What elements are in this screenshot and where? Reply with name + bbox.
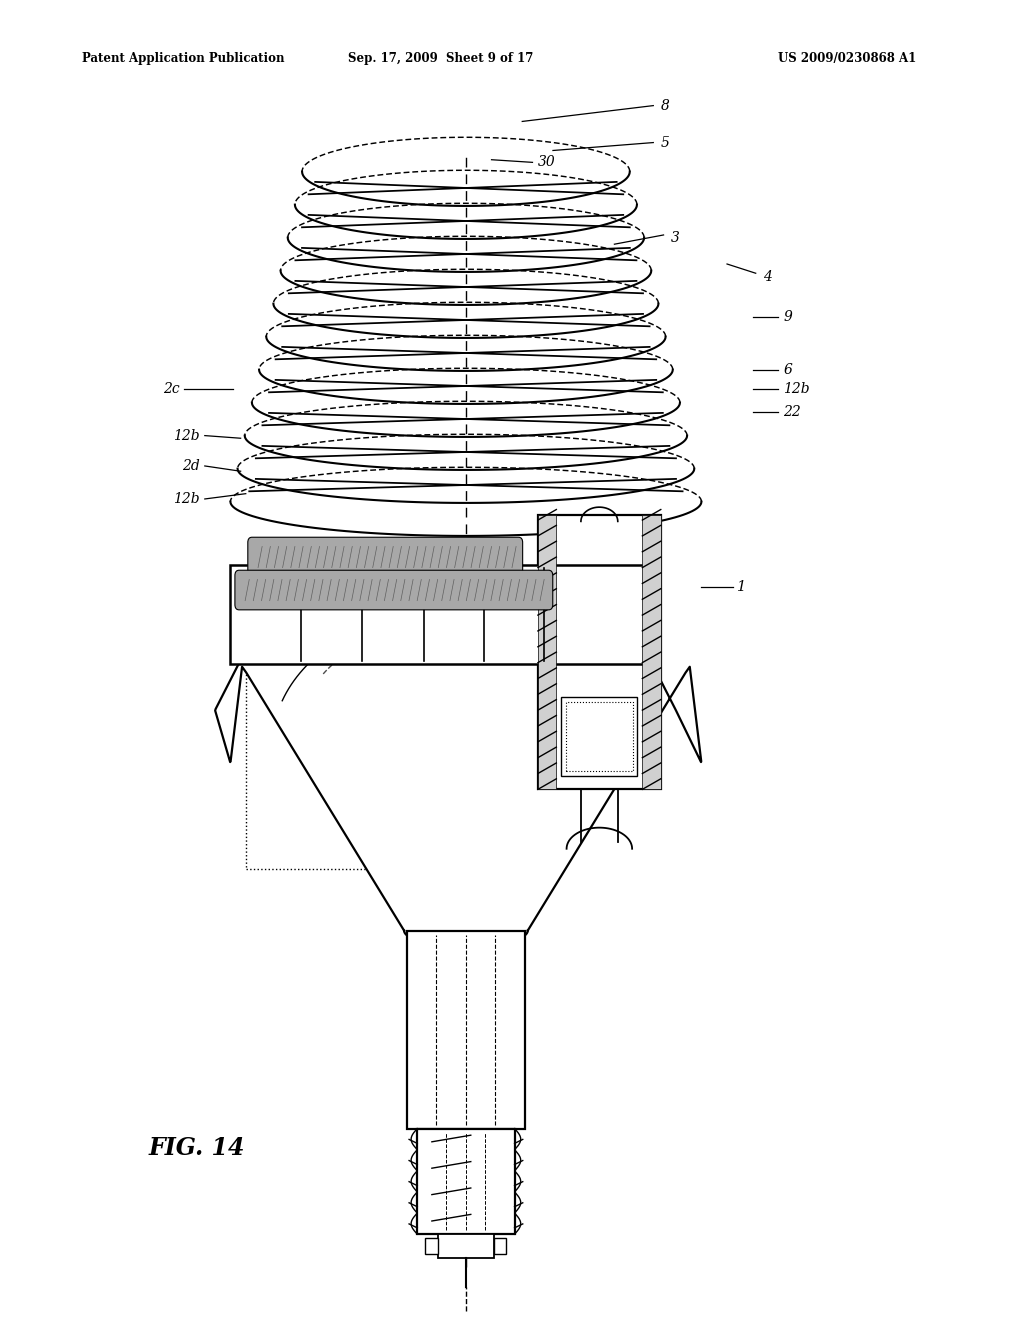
Text: 30: 30 xyxy=(538,156,555,169)
Text: 4: 4 xyxy=(763,271,772,284)
Bar xyxy=(426,1238,438,1254)
Text: 2c: 2c xyxy=(163,383,179,396)
Text: 9: 9 xyxy=(783,310,793,323)
Text: 1: 1 xyxy=(737,581,746,594)
Text: 12b: 12b xyxy=(173,492,200,506)
Bar xyxy=(408,931,525,1129)
Text: US 2009/0230868 A1: US 2009/0230868 A1 xyxy=(778,51,916,65)
Bar xyxy=(230,565,660,664)
Text: 12b: 12b xyxy=(173,429,200,442)
Text: Patent Application Publication: Patent Application Publication xyxy=(82,51,285,65)
Bar xyxy=(418,1129,515,1234)
Bar xyxy=(561,697,637,776)
Text: 5: 5 xyxy=(660,136,670,149)
Text: 12b: 12b xyxy=(783,383,810,396)
Text: 22: 22 xyxy=(783,405,801,418)
Bar xyxy=(246,605,510,869)
FancyBboxPatch shape xyxy=(234,570,553,610)
Bar xyxy=(494,1238,506,1254)
Text: 8: 8 xyxy=(660,99,670,112)
FancyBboxPatch shape xyxy=(248,537,522,577)
Text: 3: 3 xyxy=(671,231,680,244)
Bar xyxy=(565,702,633,771)
Polygon shape xyxy=(215,664,701,946)
Bar xyxy=(438,1234,494,1258)
Text: 2d: 2d xyxy=(182,459,200,473)
Bar xyxy=(538,515,660,789)
Text: 6: 6 xyxy=(783,363,793,376)
Bar xyxy=(642,515,660,789)
Bar xyxy=(538,515,556,789)
Text: Sep. 17, 2009  Sheet 9 of 17: Sep. 17, 2009 Sheet 9 of 17 xyxy=(347,51,534,65)
Text: FIG. 14: FIG. 14 xyxy=(148,1137,245,1160)
